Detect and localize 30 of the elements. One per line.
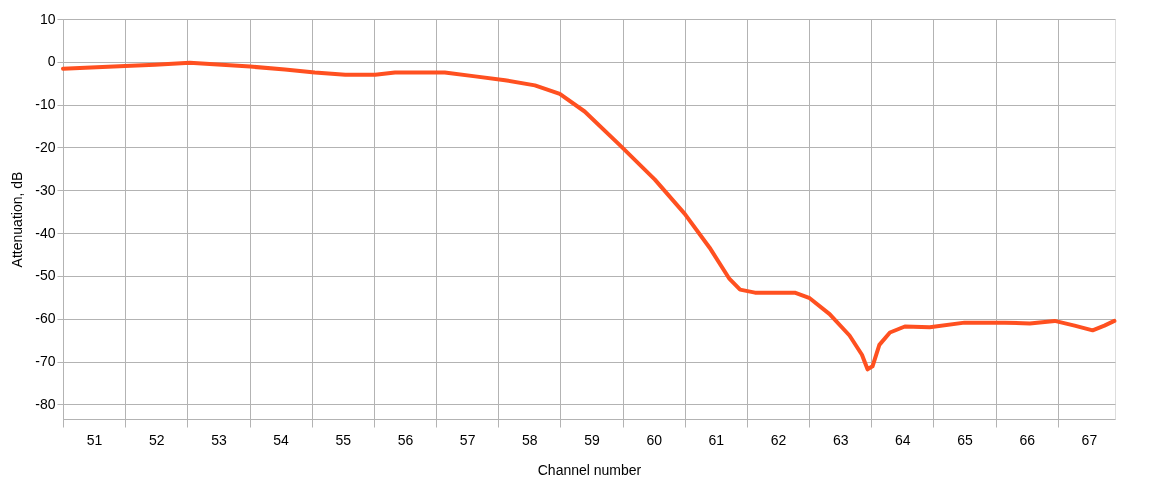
- x-tick-label: 56: [397, 431, 414, 448]
- y-tick-label: 10: [39, 10, 56, 27]
- y-tick-label: 0: [47, 53, 56, 70]
- y-tick-label: -20: [35, 138, 56, 155]
- x-tick-label: 54: [273, 431, 290, 448]
- y-tick-label: -70: [35, 353, 56, 370]
- x-tick-label: 58: [522, 431, 538, 448]
- x-tick-label: 57: [459, 431, 476, 448]
- y-tick-label: -80: [35, 395, 56, 412]
- x-axis-title: Channel number: [537, 461, 642, 478]
- x-tick-label: 67: [1081, 431, 1098, 448]
- x-tick-label: 63: [832, 431, 849, 448]
- x-tick-label: 66: [1019, 431, 1036, 448]
- x-tick-label: 52: [148, 431, 165, 448]
- x-tick-label: 61: [708, 431, 725, 448]
- x-tick-label: 62: [770, 431, 787, 448]
- y-tick-label: -40: [35, 224, 56, 241]
- y-tick-label: -10: [35, 96, 56, 113]
- x-tick-label: 60: [646, 431, 663, 448]
- y-tick-label: -50: [35, 267, 56, 284]
- line-series: [61, 60, 1117, 372]
- x-tick-label: 55: [335, 431, 352, 448]
- x-tick-label: 64: [895, 431, 911, 448]
- y-axis-title: Attenuation, dB: [9, 171, 26, 268]
- y-tick-label: -60: [35, 310, 56, 327]
- x-tick-label: 53: [211, 431, 227, 448]
- x-tick-label: 51: [86, 431, 103, 448]
- x-tick-label: 65: [957, 431, 974, 448]
- y-tick-label: -30: [35, 181, 56, 198]
- x-tick-label: 59: [584, 431, 600, 448]
